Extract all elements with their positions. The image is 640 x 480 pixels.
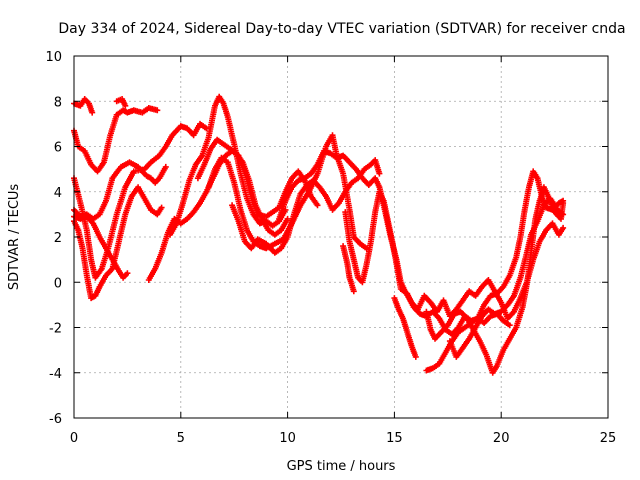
data-point-markers (423, 184, 567, 376)
data-point-markers (229, 157, 383, 256)
series-track-16 (391, 295, 419, 360)
series-track-4 (71, 120, 210, 281)
series-track-18 (423, 168, 567, 374)
y-tick-label: 4 (54, 186, 62, 201)
x-tick-label: 20 (493, 431, 510, 446)
y-tick-label: -2 (49, 322, 62, 337)
data-point-markers (71, 96, 96, 116)
series-track-11 (194, 136, 291, 238)
data-point-markers (391, 295, 419, 360)
x-tick-label: 25 (600, 431, 617, 446)
series-track-17 (423, 184, 567, 376)
data-point-markers (113, 96, 129, 109)
series-track-12 (229, 157, 383, 256)
y-tick-label: 6 (54, 141, 62, 156)
data-point-markers (340, 243, 357, 295)
y-tick-label: -4 (49, 367, 62, 382)
data-points-layer (71, 93, 567, 376)
x-tick-label: 15 (386, 431, 403, 446)
data-point-markers (423, 168, 567, 374)
y-tick-label: -6 (49, 412, 62, 427)
x-tick-label: 0 (70, 431, 78, 446)
y-tick-label: 8 (54, 95, 62, 110)
y-axis-label: SDTVAR / TECUs (7, 184, 22, 291)
y-tick-label: 2 (54, 231, 62, 246)
y-tick-labels: -6 -4 -2 0 2 4 6 8 10 (45, 50, 62, 427)
x-axis-label: GPS time / hours (287, 459, 396, 474)
data-point-markers (446, 195, 567, 360)
ticks-layer (73, 55, 609, 419)
series-track-3 (113, 96, 129, 109)
data-point-markers (194, 136, 291, 238)
x-tick-labels: 0 5 10 15 20 25 (70, 431, 616, 446)
y-tick-label: 0 (54, 276, 62, 291)
series-track-15 (340, 243, 357, 295)
chart-title: Day 334 of 2024, Sidereal Day-to-day VTE… (58, 21, 625, 37)
data-point-markers (71, 120, 210, 281)
x-tick-label: 10 (279, 431, 296, 446)
series-track-1 (71, 96, 96, 116)
x-tick-label: 5 (177, 431, 185, 446)
y-tick-label: 10 (45, 50, 62, 65)
series-track-19 (446, 195, 567, 360)
